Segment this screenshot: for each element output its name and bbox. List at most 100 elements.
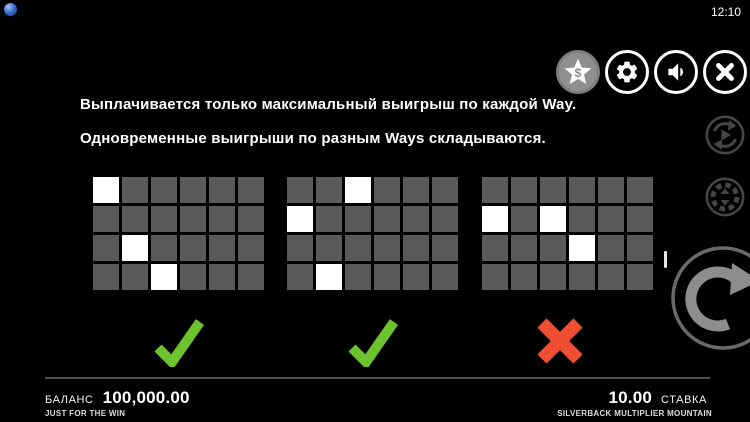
grid-cell (569, 264, 595, 290)
grid-cell (511, 206, 537, 232)
grid-cell (569, 235, 595, 261)
checkmark-icon (347, 319, 398, 367)
grid-cell (627, 206, 653, 232)
grid-cell (627, 264, 653, 290)
grid-cell (403, 206, 429, 232)
blue-orb-icon (4, 3, 17, 16)
sound-button[interactable] (654, 50, 698, 94)
provider-name: JUST FOR THE WIN (45, 409, 126, 418)
grid-cell (432, 206, 458, 232)
grid-cell (627, 177, 653, 203)
grid-cell (238, 264, 264, 290)
grid-cell (540, 206, 566, 232)
game-title: SILVERBACK MULTIPLIER MOUNTAIN (557, 409, 712, 418)
bet-label: СТАВКА (661, 394, 707, 406)
grid-cell (151, 177, 177, 203)
autoplay-button[interactable] (705, 115, 745, 155)
result-mark-3 (474, 315, 645, 367)
grid-cell (345, 264, 371, 290)
grid-cell (209, 206, 235, 232)
grid-cell (511, 177, 537, 203)
grid-cell (598, 206, 624, 232)
grid-cell (374, 206, 400, 232)
grid-cell (403, 264, 429, 290)
grid-cell (287, 206, 313, 232)
grid-cell (180, 264, 206, 290)
way-example-1 (93, 177, 264, 367)
grid-cell (403, 235, 429, 261)
way-example-2 (287, 177, 458, 367)
grid-cell (93, 264, 119, 290)
bet-amount: 10.00 СТАВКА (609, 388, 708, 408)
grid-cell (122, 177, 148, 203)
bet-value: 10.00 (608, 388, 653, 407)
grid-cell (180, 235, 206, 261)
checkmark-icon (153, 319, 204, 367)
grid-cell (316, 235, 342, 261)
bet-button[interactable] (705, 177, 745, 217)
grid-cell (374, 235, 400, 261)
grid-cell (403, 177, 429, 203)
bet-chip-icon (705, 177, 745, 217)
grid-cell (598, 177, 624, 203)
grid-cell (345, 177, 371, 203)
grid-cell (287, 235, 313, 261)
grid-cell (540, 177, 566, 203)
footer-divider (45, 377, 710, 379)
grid-cell (209, 235, 235, 261)
status-bar: 12:10 (0, 0, 750, 24)
grid-cell (432, 177, 458, 203)
grid-cell (511, 235, 537, 261)
grid-cell (569, 206, 595, 232)
paytable-button[interactable]: $ (556, 50, 600, 94)
grid-cell (374, 264, 400, 290)
autoplay-icon (705, 115, 745, 155)
balance-label: БАЛАНС (45, 394, 94, 406)
grid-cell (540, 264, 566, 290)
close-button[interactable] (703, 50, 747, 94)
grid-cell (209, 177, 235, 203)
dollar-sign: $ (574, 66, 582, 80)
ways-grid-2 (287, 177, 458, 290)
instruction-line-1: Выплачивается только максимальный выигры… (80, 96, 577, 113)
grid-cell (316, 177, 342, 203)
grid-cell (482, 206, 508, 232)
grid-cell (122, 235, 148, 261)
close-icon (712, 59, 738, 85)
grid-cell (151, 235, 177, 261)
grid-cell (209, 264, 235, 290)
spin-arrow-icon (668, 243, 750, 353)
grid-cell (511, 264, 537, 290)
result-mark-2 (287, 315, 458, 367)
grid-cell (93, 177, 119, 203)
grid-cell (482, 264, 508, 290)
speaker-icon (663, 59, 689, 85)
settings-button[interactable] (605, 50, 649, 94)
grid-cell (122, 264, 148, 290)
way-example-3 (482, 177, 653, 367)
gear-icon (614, 59, 640, 85)
grid-cell (238, 177, 264, 203)
grid-cell (598, 264, 624, 290)
instructions: Выплачивается только максимальный выигры… (80, 94, 576, 162)
grid-cell (180, 206, 206, 232)
grid-cell (598, 235, 624, 261)
grid-cell (287, 177, 313, 203)
grid-cell (287, 264, 313, 290)
star-dollar-icon (562, 56, 594, 88)
grid-cell (540, 235, 566, 261)
instruction-line-2: Одновременные выигрыши по разным Ways ск… (80, 130, 546, 147)
toolbar: $ (556, 50, 747, 94)
grid-cell (151, 206, 177, 232)
cross-icon (536, 318, 583, 364)
grid-cell (627, 235, 653, 261)
grid-cell (238, 206, 264, 232)
spin-button[interactable] (668, 243, 750, 353)
scrollbar-thumb[interactable] (664, 251, 667, 268)
grid-cell (374, 177, 400, 203)
grid-cell (93, 206, 119, 232)
grid-cell (151, 264, 177, 290)
grid-cell (316, 264, 342, 290)
grid-cell (93, 235, 119, 261)
